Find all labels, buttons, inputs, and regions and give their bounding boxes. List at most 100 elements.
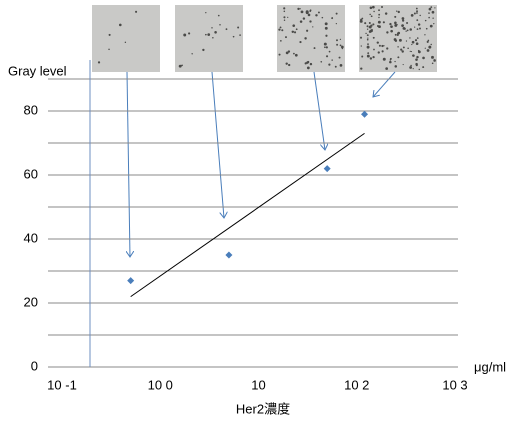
cell [400,48,403,51]
y-tick-label: 60 [24,166,38,181]
cell [416,19,419,22]
x-axis-title: Her2濃度 [236,401,290,416]
cell [414,39,418,42]
cell [280,39,282,42]
cell [366,54,370,58]
cell [309,62,313,66]
y-axis-title: Gray level [8,63,67,78]
cell [364,22,367,25]
cell [431,55,434,59]
cell [430,43,432,46]
cell [317,11,320,14]
cell [402,24,404,27]
cell [211,27,213,29]
cell [382,21,385,24]
cell [402,63,404,66]
cell [312,26,314,28]
cell [431,10,435,14]
cell [409,37,411,39]
cell [370,15,373,18]
cell [331,17,334,20]
cell [422,56,425,60]
y-tick-label: 80 [24,102,38,117]
cell [299,20,303,23]
cell [300,10,304,14]
cell [339,64,343,67]
cell [416,28,419,30]
cell [324,22,328,26]
cell [367,43,369,46]
cell [397,10,400,14]
cell [325,46,328,49]
cell [338,56,341,59]
cell [278,53,281,56]
cell [372,36,375,39]
cell [389,60,392,64]
point [225,251,233,259]
cell [419,14,421,17]
cell [292,24,296,27]
cell [428,7,432,11]
y-tick-label: 20 [24,294,38,309]
cell [365,32,367,35]
cell [366,28,369,30]
cell [285,51,289,55]
cell [396,23,398,26]
cell [323,42,327,46]
cell [313,47,316,50]
cell [410,64,412,67]
cell [285,62,288,65]
cell [397,31,401,35]
cell [397,56,400,59]
cell [293,31,297,34]
cell [373,48,375,51]
cell [239,34,241,36]
cell [402,27,406,30]
cell [292,30,294,33]
cell [309,20,312,23]
cell [372,5,375,9]
cell [424,19,427,22]
x-tick-label: 10 -1 [47,377,77,392]
cell [369,57,373,60]
cell [366,34,369,37]
x-unit: μg/ml [474,359,506,374]
cell [390,29,393,33]
cell [386,47,389,50]
cell [366,45,370,49]
cell [212,36,214,39]
cell [237,26,240,29]
arrow [127,71,130,257]
cell [411,43,413,46]
cell [416,55,419,59]
cell [434,7,436,9]
micrograph [277,5,345,72]
cell [293,52,295,55]
cell [389,57,392,60]
cell [359,19,363,23]
cell [325,55,329,58]
cell [299,8,301,10]
cell [409,28,412,31]
cell [207,33,211,37]
cell [325,34,328,37]
cell [336,43,339,46]
cell [396,10,398,12]
x-tick-label: 10 [251,377,265,392]
cell [376,41,379,44]
cell [433,23,435,25]
cell [402,46,405,49]
cell [336,39,338,42]
cell [405,40,408,42]
cell [335,12,338,15]
cell [368,21,371,25]
cell [281,29,284,32]
cell [108,48,110,51]
cell [389,22,392,26]
trendline [130,132,365,298]
cell [431,62,434,65]
cell [394,39,398,42]
cell [191,53,193,55]
micrograph [92,5,160,72]
cell [108,33,111,36]
